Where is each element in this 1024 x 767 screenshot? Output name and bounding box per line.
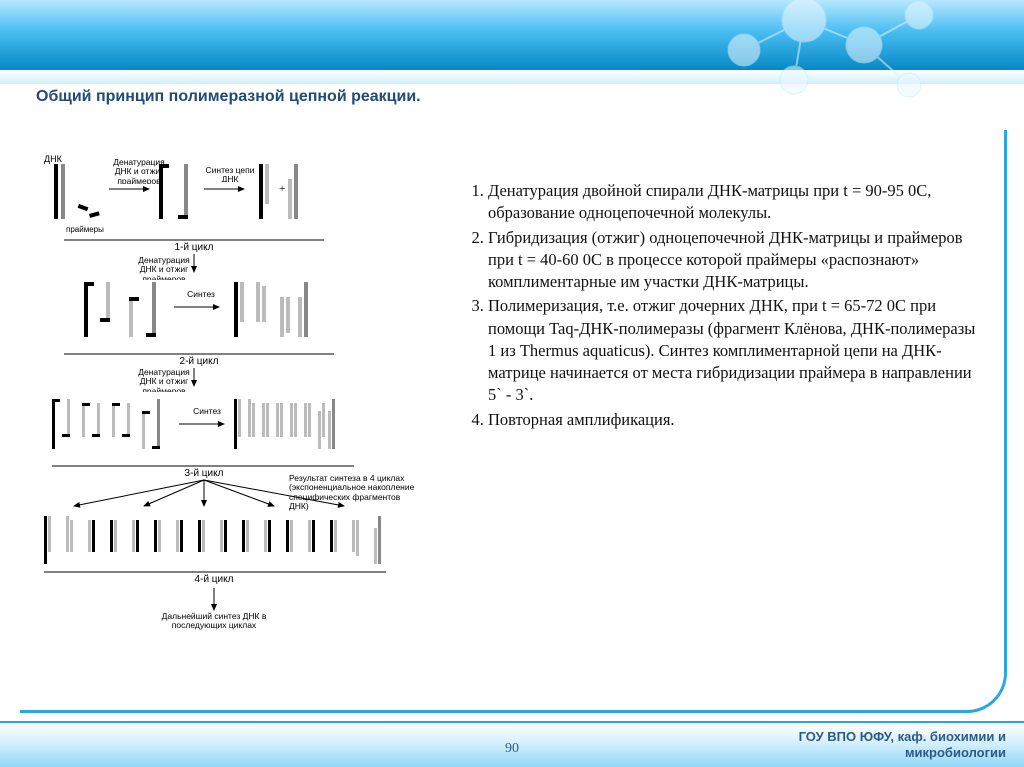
step-synth-label: Синтез цепи ДНК [199,166,261,182]
list-item: Повторная амплификация. [488,409,980,431]
cycle1-label: 1-й цикл [164,242,224,253]
result4-label: Результат синтеза в 4 циклах (экспоненци… [289,474,419,511]
affiliation-line: ГОУ ВПО ЮФУ, каф. биохимии и [799,729,1006,744]
molecule-decoration [704,0,984,110]
further-label: Дальнейший синтез ДНК в последующих цикл… [149,612,279,631]
pcr-diagram: ДНК праймеры Денатурация ДНК и отжиг пра… [34,154,424,674]
cycle3-label: 3-й цикл [174,468,234,479]
synth-label-3: Синтез [182,407,232,416]
step-denat-label-3: Денатурация ДНК и отжиг праймеров [129,368,199,392]
list-item: Гибридизация (отжиг) одноцепочечной ДНК-… [488,227,980,294]
svg-text:праймеры: праймеры [66,225,104,234]
synth-label-2: Синтез [176,290,226,299]
cycle2-label: 2-й цикл [169,356,229,367]
cycle4-label: 4-й цикл [184,574,244,585]
svg-text:+: + [279,183,285,195]
step-denat-label-2: Денатурация ДНК и отжиг праймеров [129,256,199,280]
affiliation-line: микробиологии [905,745,1006,760]
slide-title: Общий принцип полимеразной цепной реакци… [36,88,556,116]
slide: Общий принцип полимеразной цепной реакци… [0,0,1024,767]
step-denat-label: Денатурация ДНК и отжиг праймеров [104,158,174,184]
affiliation: ГОУ ВПО ЮФУ, каф. биохимии и микробиолог… [799,729,1006,762]
steps-list: Денатурация двойной спирали ДНК-матрицы … [460,180,980,433]
list-item: Полимеризация, т.е. отжиг дочерних ДНК, … [488,295,980,406]
list-item: Денатурация двойной спирали ДНК-матрицы … [488,180,980,225]
svg-text:ДНК: ДНК [44,154,63,164]
